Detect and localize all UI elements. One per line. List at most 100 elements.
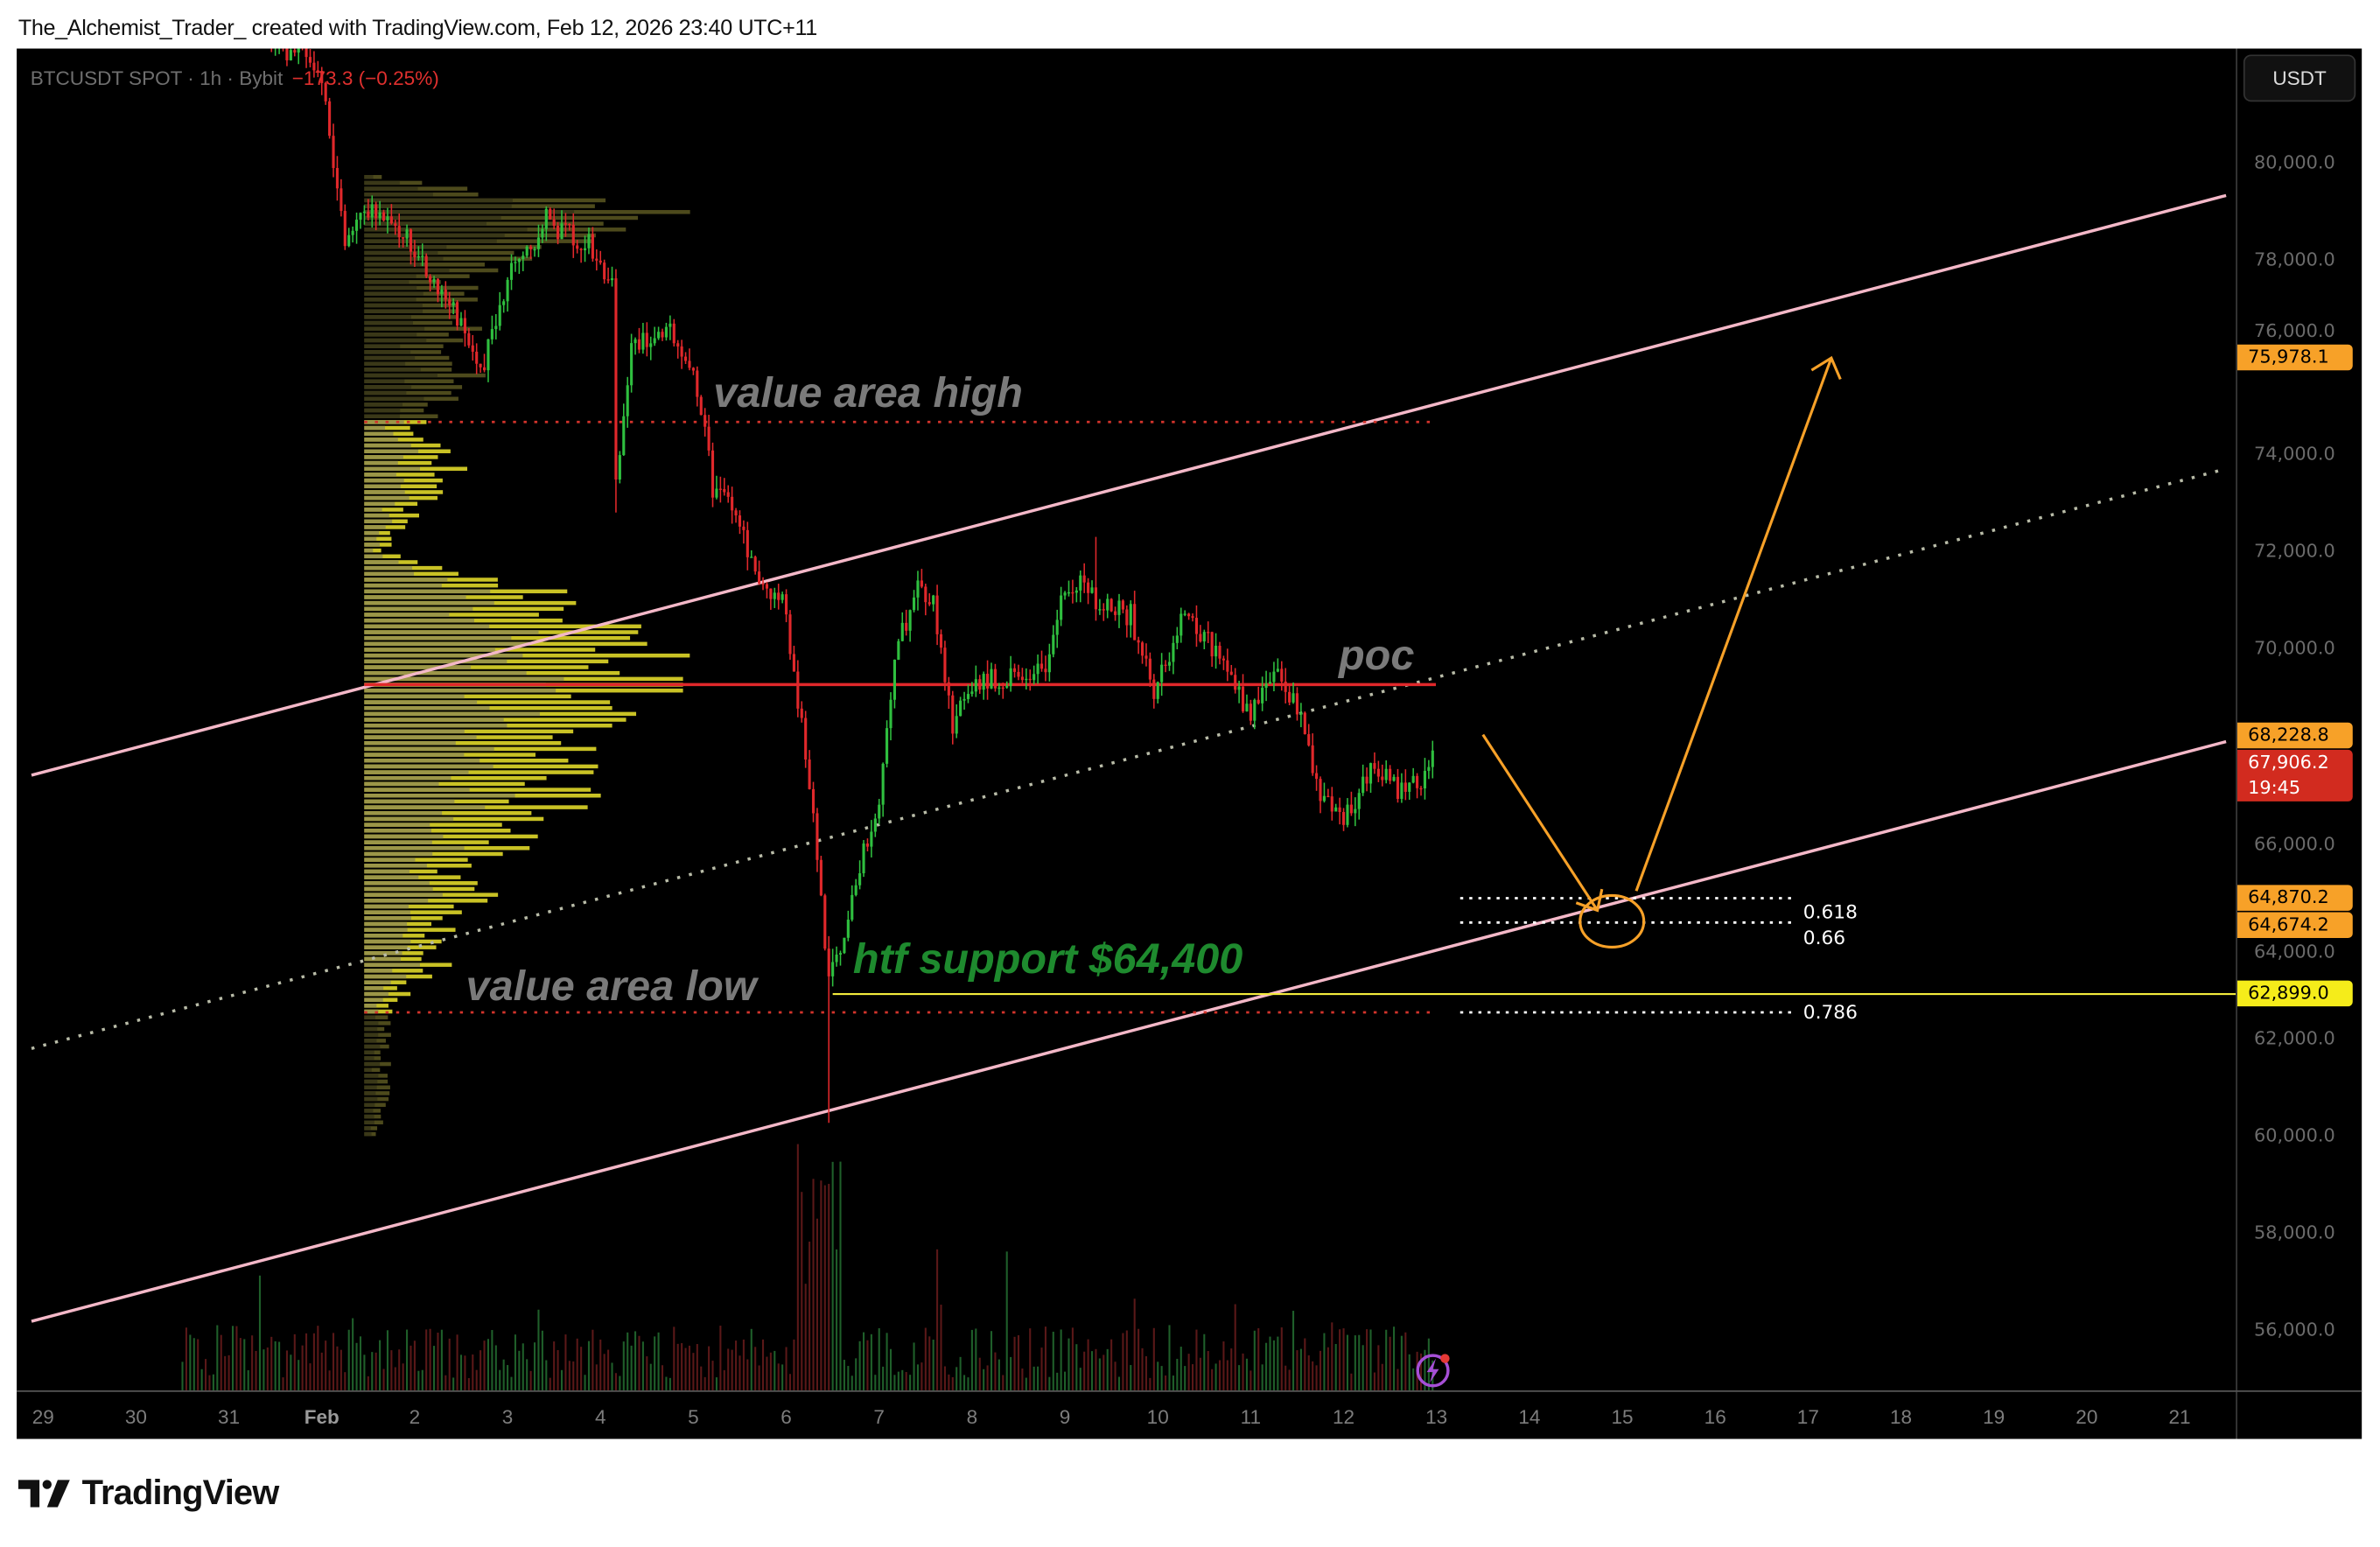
- volume-bar: [413, 1340, 416, 1390]
- profile-row-inner: [364, 455, 403, 459]
- candle-body: [436, 278, 440, 295]
- profile-row-inner: [364, 910, 410, 914]
- profile-row: [364, 969, 424, 973]
- volume-bar: [1095, 1348, 1097, 1390]
- profile-row-inner: [364, 740, 456, 746]
- volume-bar: [1102, 1354, 1105, 1390]
- candle-body: [591, 234, 594, 259]
- candle-body: [630, 343, 634, 386]
- candle-body: [1017, 671, 1020, 677]
- volume-bar: [1326, 1347, 1329, 1390]
- lightning-icon[interactable]: [1416, 1354, 1450, 1388]
- volume-bar: [665, 1376, 668, 1390]
- volume-bar: [831, 1161, 834, 1390]
- volume-bar: [421, 1369, 424, 1390]
- volume-bar: [1280, 1327, 1283, 1390]
- candle-body: [444, 289, 447, 300]
- price-tick: 78,000.0: [2254, 248, 2335, 270]
- candle-body: [1404, 782, 1407, 792]
- volume-bar: [975, 1328, 977, 1390]
- profile-row-inner: [364, 775, 452, 780]
- profile-row-inner: [364, 705, 490, 710]
- profile-row-inner: [364, 788, 470, 792]
- profile-row-inner: [364, 408, 401, 413]
- volume-bar: [282, 1377, 284, 1390]
- profile-row-inner: [364, 578, 448, 582]
- volume-bar: [200, 1368, 203, 1390]
- profile-row: [364, 834, 538, 839]
- profile-row: [364, 851, 503, 857]
- volume-bar: [983, 1368, 985, 1390]
- volume-bar: [1114, 1362, 1116, 1390]
- candle-body: [881, 763, 885, 805]
- profile-row-inner: [364, 285, 417, 290]
- volume-bar: [1032, 1366, 1035, 1390]
- candle-body: [452, 302, 455, 306]
- profile-row-inner: [364, 746, 494, 752]
- candle-body: [475, 351, 479, 364]
- volume-bar: [862, 1332, 865, 1390]
- volume-bar: [580, 1347, 583, 1390]
- profile-row-inner: [364, 431, 394, 437]
- profile-row-inner: [364, 490, 405, 494]
- candle-body: [808, 760, 811, 789]
- volume-bar: [1350, 1373, 1353, 1390]
- profile-row-inner: [364, 303, 423, 308]
- candle-body: [788, 614, 792, 654]
- volume-bar: [808, 1242, 811, 1390]
- volume-bar: [785, 1347, 788, 1390]
- profile-row-inner: [364, 595, 466, 599]
- volume-bar: [564, 1334, 567, 1390]
- volume-bar: [1010, 1356, 1012, 1390]
- volume-bar: [475, 1369, 478, 1390]
- volume-bar: [777, 1363, 780, 1390]
- profile-row-inner: [364, 478, 404, 483]
- candle-body: [614, 278, 618, 480]
- time-tick: 6: [780, 1405, 792, 1429]
- volume-bar: [793, 1339, 795, 1390]
- profile-row-inner: [364, 1102, 375, 1107]
- currency-button[interactable]: USDT: [2243, 54, 2356, 102]
- profile-row-inner: [364, 192, 433, 197]
- candle-body: [197, 0, 200, 5]
- volume-bar: [1056, 1372, 1059, 1390]
- volume-bar: [611, 1362, 613, 1390]
- profile-row-inner: [364, 180, 400, 186]
- profile-row-inner: [364, 962, 420, 967]
- candle-body: [1411, 775, 1415, 783]
- volume-bar: [526, 1359, 528, 1390]
- profile-row: [364, 536, 392, 542]
- candle-body: [1005, 686, 1009, 688]
- profile-row-inner: [364, 851, 433, 857]
- candle-body: [823, 895, 827, 949]
- volume-bar: [1362, 1345, 1364, 1390]
- profile-row-inner: [364, 368, 421, 372]
- volume-bar: [1400, 1335, 1403, 1390]
- candle-body: [1137, 640, 1140, 643]
- candle-body: [886, 728, 889, 764]
- profile-row: [364, 425, 410, 430]
- volume-bar: [1419, 1353, 1423, 1390]
- price-tick: 60,000.0: [2254, 1124, 2335, 1146]
- candle-body: [482, 367, 486, 371]
- tradingview-logo[interactable]: TradingView: [18, 1473, 279, 1514]
- profile-row-inner: [364, 1039, 377, 1043]
- profile-row-inner: [364, 344, 401, 348]
- candle-body: [1067, 592, 1071, 594]
- volume-bar: [630, 1345, 633, 1390]
- volume-bar: [491, 1330, 494, 1390]
- candle-body: [1376, 768, 1380, 777]
- volume-bar: [1180, 1347, 1182, 1390]
- candle-body: [1349, 804, 1353, 814]
- time-tick: 21: [2168, 1405, 2191, 1429]
- profile-row-inner: [364, 425, 386, 430]
- candle-body: [858, 873, 862, 886]
- symbol-legend[interactable]: BTCUSDT SPOT · 1h · Bybit −173.3 (−0.25%): [31, 66, 439, 89]
- volume-bar: [823, 1185, 826, 1390]
- volume-bar: [1098, 1358, 1101, 1390]
- volume-bar: [1412, 1368, 1415, 1390]
- profile-row-inner: [364, 536, 377, 542]
- candle-body: [912, 597, 916, 611]
- volume-bar: [657, 1332, 660, 1390]
